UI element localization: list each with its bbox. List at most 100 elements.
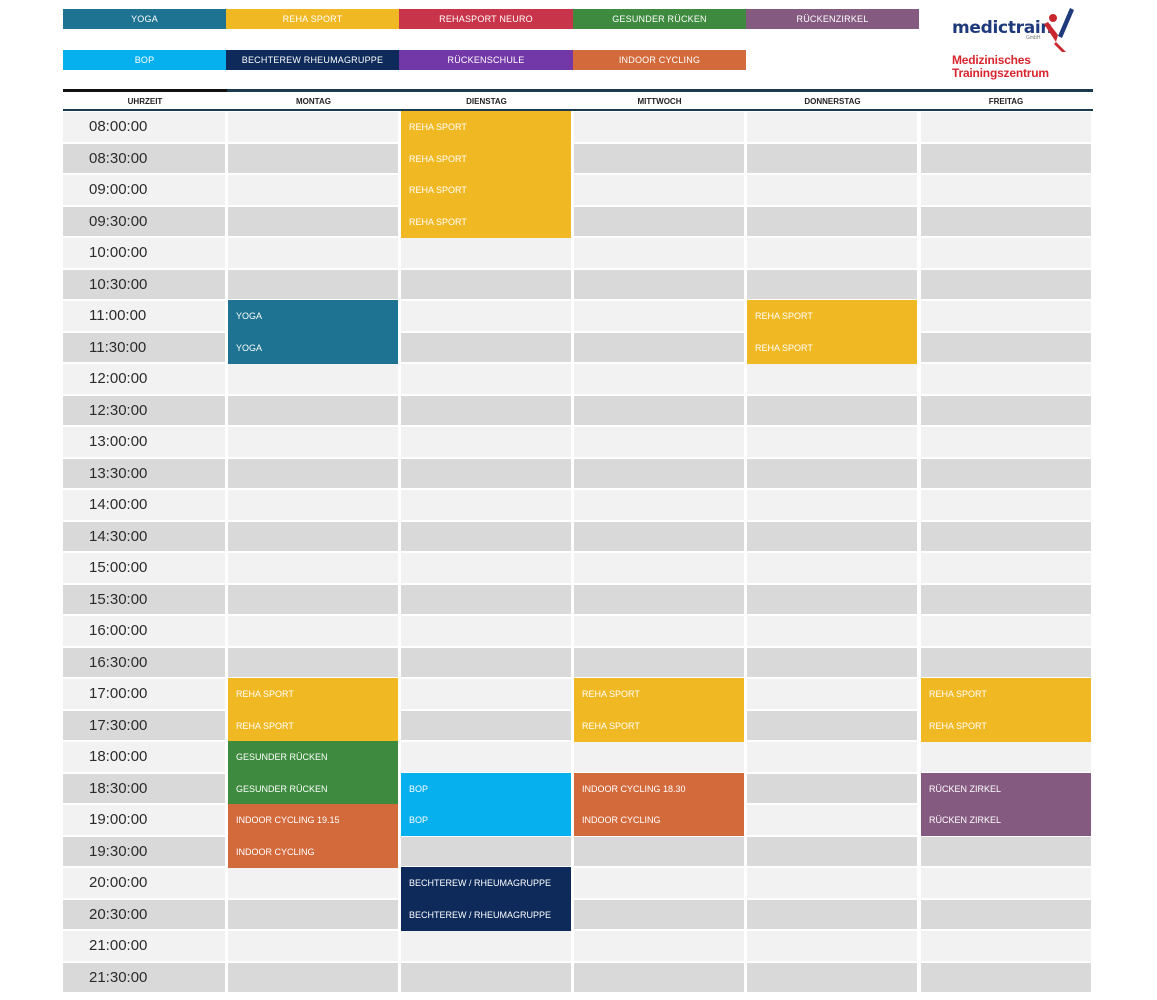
course-event[interactable]: GESUNDER RÜCKEN xyxy=(228,772,398,805)
schedule-cell xyxy=(747,679,917,709)
course-event[interactable]: INDOOR CYCLING xyxy=(228,835,398,868)
schedule-cell xyxy=(574,521,744,551)
schedule-cell xyxy=(574,931,744,961)
time-text: 20:30:00 xyxy=(89,905,148,923)
schedule-cell xyxy=(401,553,571,583)
course-event[interactable]: YOGA xyxy=(228,300,398,332)
time-text: 10:30:00 xyxy=(89,275,148,293)
time-text: 08:30:00 xyxy=(89,149,148,167)
course-event-label: INDOOR CYCLING xyxy=(236,846,315,857)
time-slot-label: 09:30:00 xyxy=(63,206,225,236)
time-text: 17:00:00 xyxy=(89,685,148,703)
schedule-cell xyxy=(228,175,398,205)
course-event-label: INDOOR CYCLING xyxy=(582,815,661,825)
schedule-cell xyxy=(228,521,398,551)
schedule-cell xyxy=(921,364,1091,394)
course-event[interactable]: REHA SPORT xyxy=(574,709,744,742)
time-slot-label: 13:00:00 xyxy=(63,427,225,457)
schedule-cell xyxy=(921,584,1091,614)
schedule-cell xyxy=(921,490,1091,520)
legend-item: RÜCKENZIRKEL xyxy=(746,9,919,29)
legend-item: YOGA xyxy=(63,9,226,29)
schedule-cell xyxy=(228,490,398,520)
schedule-cell xyxy=(747,836,917,866)
schedule-cell xyxy=(401,238,571,268)
schedule-cell xyxy=(747,395,917,425)
course-event[interactable]: INDOOR CYCLING 18.30 xyxy=(574,772,744,805)
time-slot-label: 15:00:00 xyxy=(63,553,225,583)
course-event-label: REHA SPORT xyxy=(929,720,987,731)
schedule-cell xyxy=(228,616,398,646)
time-slot-label: 12:30:00 xyxy=(63,395,225,425)
schedule-cell xyxy=(921,616,1091,646)
course-event[interactable]: RÜCKEN ZIRKEL xyxy=(921,772,1091,805)
schedule-cell xyxy=(747,427,917,457)
time-slot-label: 14:30:00 xyxy=(63,521,225,551)
schedule-cell xyxy=(921,206,1091,236)
time-slot-label: 10:00:00 xyxy=(63,238,225,268)
time-text: 15:00:00 xyxy=(89,559,148,577)
schedule-cell xyxy=(574,490,744,520)
schedule-cell xyxy=(921,962,1091,992)
schedule-cell xyxy=(921,868,1091,898)
course-event[interactable]: REHA SPORT xyxy=(747,331,917,364)
course-event[interactable]: REHA SPORT xyxy=(921,678,1091,710)
course-event[interactable]: REHA SPORT xyxy=(401,142,571,175)
schedule-cell xyxy=(747,238,917,268)
course-event[interactable]: INDOOR CYCLING 19.15 xyxy=(228,804,398,836)
time-text: 16:00:00 xyxy=(89,622,148,640)
time-text: 09:00:00 xyxy=(89,181,148,199)
schedule-cell xyxy=(747,490,917,520)
schedule-cell xyxy=(747,868,917,898)
course-event[interactable]: REHA SPORT xyxy=(401,111,571,143)
time-slot-label: 08:00:00 xyxy=(63,112,225,142)
course-event[interactable]: REHA SPORT xyxy=(228,709,398,742)
schedule-cell xyxy=(401,364,571,394)
schedule-cell xyxy=(574,742,744,772)
schedule-cell xyxy=(747,773,917,803)
time-slot-label: 17:30:00 xyxy=(63,710,225,740)
logo-brand: medictrain xyxy=(952,18,1053,38)
time-text: 19:30:00 xyxy=(89,842,148,860)
course-event-label: REHA SPORT xyxy=(755,311,813,321)
course-event[interactable]: GESUNDER RÜCKEN xyxy=(228,741,398,773)
course-event[interactable]: REHA SPORT xyxy=(747,300,917,332)
schedule-cell xyxy=(747,269,917,299)
schedule-cell xyxy=(921,395,1091,425)
course-event-label: REHA SPORT xyxy=(409,122,467,132)
course-event[interactable]: BOP xyxy=(401,804,571,836)
schedule-cell xyxy=(228,868,398,898)
course-event[interactable]: RÜCKEN ZIRKEL xyxy=(921,804,1091,836)
course-event-label: BECHTEREW / RHEUMAGRUPPE xyxy=(409,909,552,920)
schedule-cell xyxy=(574,553,744,583)
course-event-label: YOGA xyxy=(236,342,263,353)
course-event[interactable]: YOGA xyxy=(228,331,398,364)
schedule-cell xyxy=(747,175,917,205)
course-event[interactable]: REHA SPORT xyxy=(921,709,1091,742)
course-event[interactable]: BOP xyxy=(401,772,571,805)
schedule-cell xyxy=(401,521,571,551)
schedule-cell xyxy=(401,679,571,709)
course-event[interactable]: BECHTEREW / RHEUMAGRUPPE xyxy=(401,898,571,931)
schedule-cell xyxy=(921,175,1091,205)
time-text: 09:30:00 xyxy=(89,212,148,230)
legend-item: REHA SPORT xyxy=(226,9,399,29)
header-day-wednesday: MITTWOCH xyxy=(637,96,682,106)
course-event[interactable]: REHA SPORT xyxy=(574,678,744,710)
schedule-cell xyxy=(401,332,571,362)
course-event[interactable]: REHA SPORT xyxy=(401,205,571,238)
course-event-label: REHA SPORT xyxy=(929,689,987,699)
course-event-label: REHA SPORT xyxy=(236,689,294,699)
course-event[interactable]: BECHTEREW / RHEUMAGRUPPE xyxy=(401,867,571,899)
course-event[interactable]: REHA SPORT xyxy=(228,678,398,710)
schedule-cell xyxy=(574,395,744,425)
schedule-cell xyxy=(574,427,744,457)
schedule-cell xyxy=(574,647,744,677)
schedule-cell xyxy=(401,458,571,488)
course-event[interactable]: REHA SPORT xyxy=(401,174,571,206)
course-event[interactable]: INDOOR CYCLING xyxy=(574,804,744,836)
schedule-cell xyxy=(921,742,1091,772)
time-text: 15:30:00 xyxy=(89,590,148,608)
schedule-cell xyxy=(921,301,1091,331)
schedule-cell xyxy=(921,553,1091,583)
